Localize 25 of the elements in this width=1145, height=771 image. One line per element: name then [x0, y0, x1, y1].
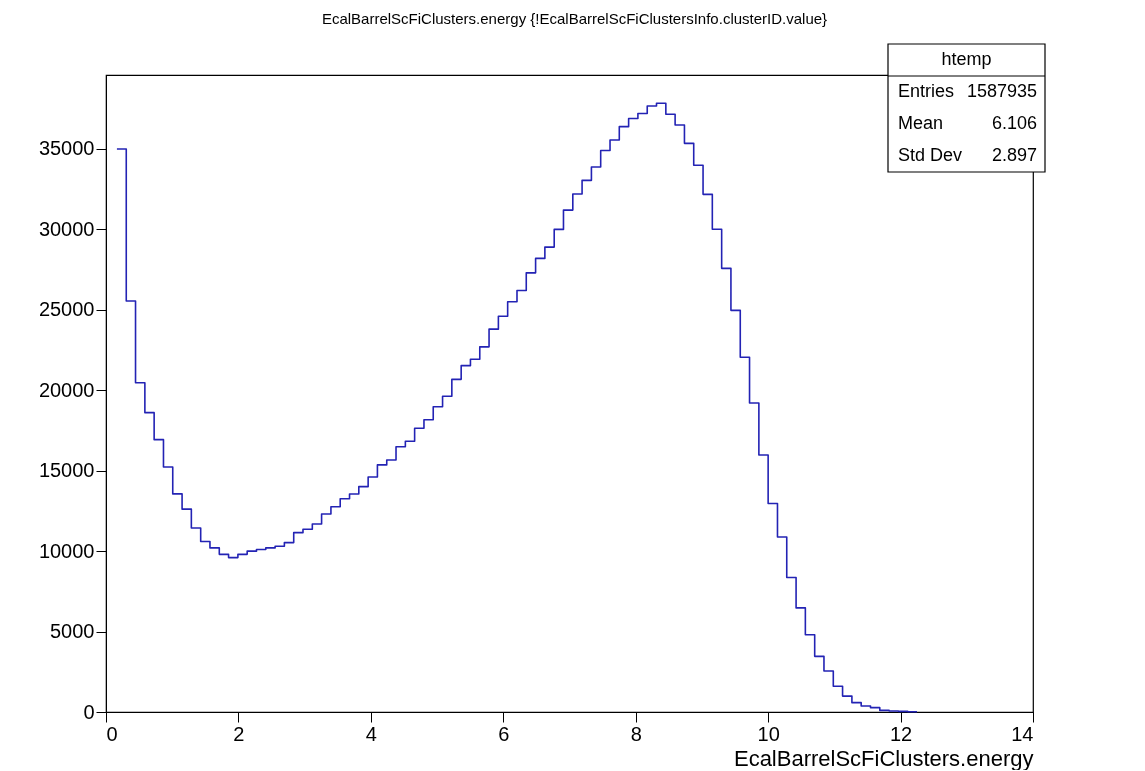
- x-tick-label: 2: [233, 722, 245, 745]
- text: htemp: [941, 49, 992, 69]
- y-tick-label: 15000: [38, 459, 95, 482]
- x-tick-label: 14: [1011, 722, 1034, 745]
- x-tick-label: 6: [498, 722, 510, 745]
- y-tick-label: 30000: [38, 217, 95, 240]
- x-tick-label: 8: [630, 722, 642, 745]
- annotation: 1587935: [966, 81, 1037, 101]
- y-tick-label: 5000: [50, 620, 95, 643]
- y-tick-label: 10000: [38, 539, 95, 562]
- y-tick-label: 25000: [38, 298, 95, 321]
- x-tick-label: 12: [889, 722, 913, 745]
- annotation: 2.897: [991, 145, 1037, 165]
- annotation: 6.106: [991, 113, 1037, 133]
- x-tick-label: 0: [106, 722, 118, 745]
- annotation: Entries: [898, 81, 955, 101]
- y-tick-label: 35000: [38, 137, 95, 160]
- annotation: Mean: [898, 113, 944, 133]
- x-tick-label: 10: [757, 722, 780, 745]
- y-tick-label: 0: [83, 700, 95, 723]
- x-tick-label: 4: [365, 722, 377, 745]
- annotation: Std Dev: [898, 145, 963, 165]
- chart-title: EcalBarrelScFiClusters.energy {!EcalBarrelScFiClustersInfo.clusterID.value}: [321, 10, 828, 27]
- x-axis-title: EcalBarrelScFiClusters.energy: [733, 745, 1034, 771]
- y-tick-label: 20000: [38, 378, 95, 401]
